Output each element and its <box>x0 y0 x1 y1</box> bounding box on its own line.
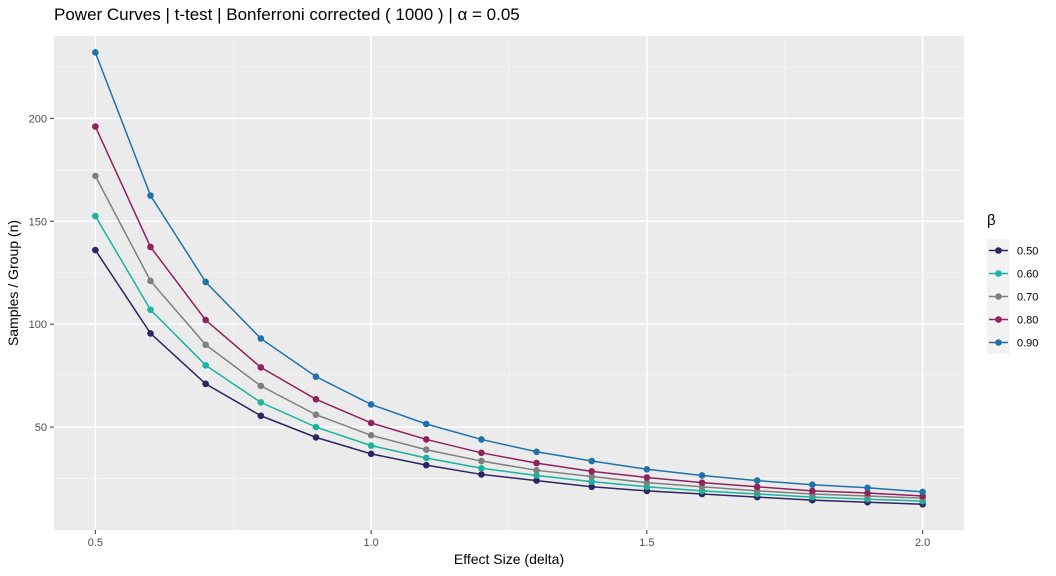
x-tick-label: 1.5 <box>639 537 654 549</box>
data-point-0.60 <box>588 478 596 485</box>
legend-label: 0.80 <box>1017 315 1038 327</box>
legend-key-point <box>995 293 1002 300</box>
x-tick-label: 2.0 <box>915 537 930 549</box>
y-axis: 50 100 150 200 <box>29 113 54 434</box>
series-line-0.60 <box>94 215 923 502</box>
data-point-0.60 <box>147 306 154 314</box>
data-point-0.90 <box>533 448 540 456</box>
data-point-0.60 <box>367 442 375 449</box>
series-line-0.80 <box>94 126 923 497</box>
data-point-0.80 <box>643 474 651 481</box>
data-point-0.90 <box>753 477 761 484</box>
data-point-0.50 <box>147 330 154 337</box>
legend-label: 0.50 <box>1017 246 1038 258</box>
series-line-0.90 <box>94 52 923 493</box>
data-point-0.70 <box>202 341 209 349</box>
data-point-0.90 <box>147 192 154 199</box>
data-point-0.50 <box>312 434 320 441</box>
data-point-0.80 <box>202 316 209 324</box>
legend-key-point <box>995 247 1002 254</box>
data-point-0.70 <box>588 473 596 480</box>
data-point-0.70 <box>643 479 651 486</box>
y-axis-title: Samples / Group (n) <box>5 220 21 346</box>
data-point-0.80 <box>753 483 761 491</box>
legend-label: 0.90 <box>1017 338 1038 350</box>
data-point-0.70 <box>533 467 540 474</box>
legend-key-point <box>995 270 1002 277</box>
series-layer <box>92 49 926 508</box>
legend-title: β <box>987 212 996 229</box>
data-point-0.50 <box>202 380 209 388</box>
data-point-0.80 <box>533 459 540 467</box>
x-axis: 0.5 1.0 1.5 2.0 <box>88 530 930 549</box>
data-point-0.90 <box>367 401 375 408</box>
x-tick-label: 0.5 <box>88 537 103 549</box>
series-line-0.70 <box>94 175 923 499</box>
data-point-0.80 <box>809 487 816 495</box>
data-point-0.80 <box>478 449 485 457</box>
data-point-0.60 <box>312 423 320 431</box>
chart-title: Power Curves | t-test | Bonferroni corre… <box>54 5 520 24</box>
data-point-0.70 <box>367 432 375 439</box>
data-point-0.90 <box>312 373 320 380</box>
data-point-0.80 <box>312 395 320 403</box>
data-point-0.70 <box>312 411 320 419</box>
data-point-0.90 <box>422 420 430 428</box>
legend-label: 0.60 <box>1017 269 1038 281</box>
data-point-0.60 <box>92 212 99 220</box>
data-point-0.90 <box>643 465 651 473</box>
data-point-0.70 <box>478 457 485 465</box>
data-point-0.90 <box>478 436 485 443</box>
data-point-0.80 <box>147 243 154 251</box>
legend-key-point <box>995 339 1002 346</box>
data-point-0.90 <box>588 457 596 465</box>
y-tick-label: 50 <box>35 422 47 434</box>
data-point-0.60 <box>533 472 540 479</box>
data-point-0.80 <box>422 436 430 443</box>
data-point-0.90 <box>919 488 926 496</box>
data-point-0.80 <box>257 364 265 371</box>
data-point-0.90 <box>92 49 99 56</box>
data-point-0.50 <box>533 477 540 484</box>
data-point-0.80 <box>92 123 99 130</box>
data-point-0.80 <box>367 419 375 427</box>
y-tick-label: 150 <box>29 216 47 228</box>
data-point-0.50 <box>367 450 375 458</box>
data-point-0.50 <box>478 471 485 478</box>
data-point-0.70 <box>422 446 430 454</box>
legend-label: 0.70 <box>1017 292 1038 304</box>
data-point-0.60 <box>478 464 485 472</box>
x-tick-label: 1.0 <box>363 537 378 549</box>
data-point-0.80 <box>698 479 706 486</box>
data-point-0.80 <box>864 489 871 497</box>
data-point-0.50 <box>588 483 596 491</box>
x-axis-title: Effect Size (delta) <box>454 551 564 567</box>
data-point-0.60 <box>257 399 265 406</box>
data-point-0.50 <box>92 246 99 254</box>
data-point-0.60 <box>422 454 430 462</box>
data-point-0.70 <box>257 382 265 390</box>
data-point-0.80 <box>588 468 596 475</box>
legend-key-point <box>995 316 1002 323</box>
data-point-0.60 <box>202 362 209 369</box>
y-tick-label: 200 <box>29 113 47 125</box>
series-line-0.50 <box>94 249 923 506</box>
data-point-0.50 <box>422 461 430 469</box>
data-point-0.90 <box>698 472 706 479</box>
y-tick-label: 100 <box>29 319 47 331</box>
data-point-0.90 <box>202 278 209 286</box>
data-point-0.90 <box>809 481 816 489</box>
data-point-0.90 <box>864 484 871 492</box>
data-point-0.90 <box>257 335 265 342</box>
data-point-0.50 <box>257 412 265 420</box>
legend: β 0.50 0.60 0.70 0.80 0.90 <box>987 212 1038 354</box>
data-point-0.70 <box>92 172 99 180</box>
data-point-0.70 <box>147 277 154 285</box>
